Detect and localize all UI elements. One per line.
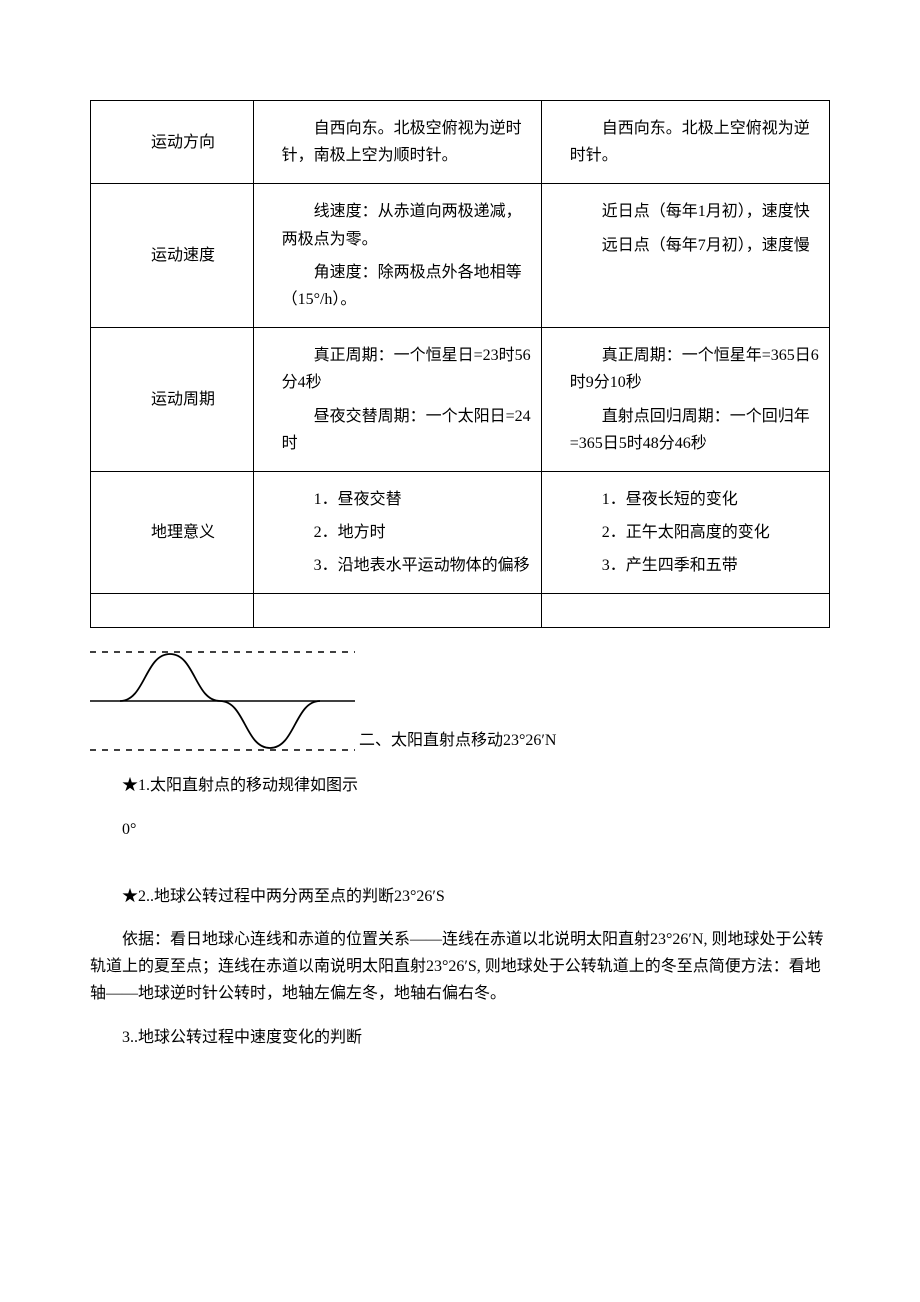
table-row: 运动速度 线速度：从赤道向两极递减，两极点为零。 角速度：除两极点外各地相等（1… bbox=[91, 184, 830, 328]
cell: 线速度：从赤道向两极递减，两极点为零。 角速度：除两极点外各地相等（15°/h）… bbox=[253, 184, 541, 328]
cell-text: 直射点回归周期：一个回归年=365日5时48分46秒 bbox=[570, 403, 819, 457]
table-row: 运动方向 自西向东。北极空俯视为逆时针，南极上空为顺时针。 自西向东。北极上空俯… bbox=[91, 101, 830, 184]
cell-text: 远日点（每年7月初），速度慢 bbox=[570, 232, 819, 259]
empty-cell bbox=[541, 594, 829, 628]
cell: 真正周期：一个恒星年=365日6时9分10秒 直射点回归周期：一个回归年=365… bbox=[541, 328, 829, 472]
cell: 自西向东。北极上空俯视为逆时针。 bbox=[541, 101, 829, 184]
cell-text: 线速度：从赤道向两极递减，两极点为零。 bbox=[282, 198, 531, 252]
diagram-caption: 二、太阳直射点移动23°26′N bbox=[359, 727, 556, 756]
wave-diagram-row: 二、太阳直射点移动23°26′N bbox=[90, 646, 830, 756]
cell-text: 近日点（每年1月初），速度快 bbox=[570, 198, 819, 225]
table-body: 运动方向 自西向东。北极空俯视为逆时针，南极上空为顺时针。 自西向东。北极上空俯… bbox=[91, 101, 830, 628]
cell-text: 自西向东。北极空俯视为逆时针，南极上空为顺时针。 bbox=[282, 115, 531, 169]
table-row: 运动周期 真正周期：一个恒星日=23时56分4秒 昼夜交替周期：一个太阳日=24… bbox=[91, 328, 830, 472]
cell-text: 3．沿地表水平运动物体的偏移 bbox=[282, 552, 531, 579]
sine-wave-diagram bbox=[90, 646, 355, 756]
cell: 近日点（每年1月初），速度快 远日点（每年7月初），速度慢 bbox=[541, 184, 829, 328]
cell: 1．昼夜长短的变化 2．正午太阳高度的变化 3．产生四季和五带 bbox=[541, 471, 829, 594]
cell-text: 角速度：除两极点外各地相等（15°/h）。 bbox=[282, 259, 531, 313]
paragraph: ★2..地球公转过程中两分两至点的判断23°26′S bbox=[90, 883, 830, 910]
cell-text: 2．正午太阳高度的变化 bbox=[570, 519, 819, 546]
row-label: 地理意义 bbox=[91, 471, 254, 594]
cell-text: 自西向东。北极上空俯视为逆时针。 bbox=[570, 115, 819, 169]
paragraph: 0° bbox=[90, 816, 830, 843]
cell-text: 真正周期：一个恒星年=365日6时9分10秒 bbox=[570, 342, 819, 396]
paragraph: 3..地球公转过程中速度变化的判断 bbox=[90, 1024, 830, 1051]
empty-cell bbox=[91, 594, 254, 628]
cell-text: 1．昼夜长短的变化 bbox=[570, 486, 819, 513]
row-label: 运动周期 bbox=[91, 328, 254, 472]
cell-text: 真正周期：一个恒星日=23时56分4秒 bbox=[282, 342, 531, 396]
cell: 自西向东。北极空俯视为逆时针，南极上空为顺时针。 bbox=[253, 101, 541, 184]
table-row-empty bbox=[91, 594, 830, 628]
motion-comparison-table: 运动方向 自西向东。北极空俯视为逆时针，南极上空为顺时针。 自西向东。北极上空俯… bbox=[90, 100, 830, 628]
table-row: 地理意义 1．昼夜交替 2．地方时 3．沿地表水平运动物体的偏移 1．昼夜长短的… bbox=[91, 471, 830, 594]
cell-text: 昼夜交替周期：一个太阳日=24时 bbox=[282, 403, 531, 457]
cell: 1．昼夜交替 2．地方时 3．沿地表水平运动物体的偏移 bbox=[253, 471, 541, 594]
row-label: 运动方向 bbox=[91, 101, 254, 184]
cell-text: 2．地方时 bbox=[282, 519, 531, 546]
paragraph: ★1.太阳直射点的移动规律如图示 bbox=[90, 772, 830, 799]
cell-text: 3．产生四季和五带 bbox=[570, 552, 819, 579]
cell: 真正周期：一个恒星日=23时56分4秒 昼夜交替周期：一个太阳日=24时 bbox=[253, 328, 541, 472]
paragraph: 依据：看日地球心连线和赤道的位置关系——连线在赤道以北说明太阳直射23°26′N… bbox=[90, 926, 830, 1008]
cell-text: 1．昼夜交替 bbox=[282, 486, 531, 513]
empty-cell bbox=[253, 594, 541, 628]
row-label: 运动速度 bbox=[91, 184, 254, 328]
